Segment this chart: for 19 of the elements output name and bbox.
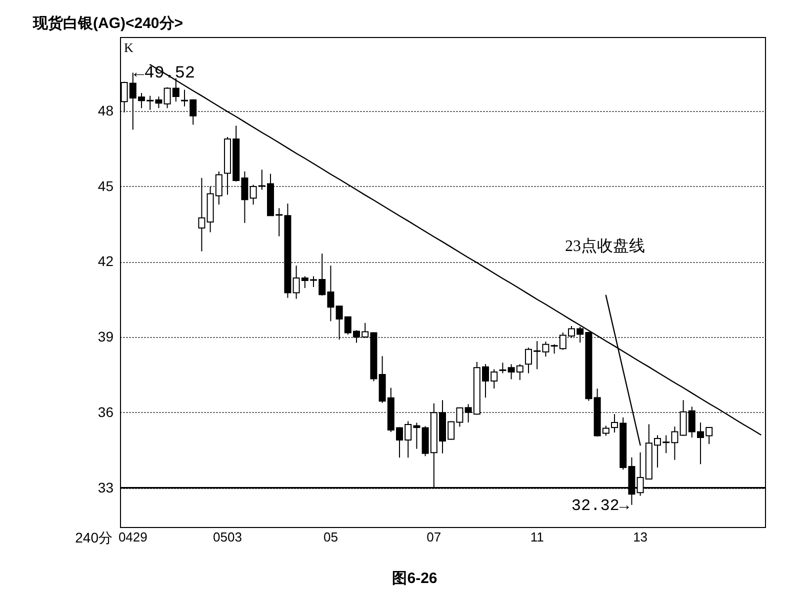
caption: 图6-26 <box>392 570 438 587</box>
candlestick <box>499 362 506 374</box>
chart-title: 现货白银(AG)<240分> <box>32 15 184 32</box>
x-tick-label: 05 <box>323 530 338 544</box>
y-tick-label: 45 <box>98 178 114 194</box>
x-tick-label: 07 <box>426 530 442 544</box>
x-tick-label: 0503 <box>213 530 242 544</box>
y-tick-label: 39 <box>98 328 114 345</box>
annotation: 23点收盘线 <box>565 237 645 255</box>
annotation: K <box>124 40 134 55</box>
y-tick-label: 36 <box>98 404 114 420</box>
x-axis-title: 240分 <box>75 530 112 546</box>
x-tick-label: 13 <box>633 530 648 544</box>
y-tick-label: 42 <box>98 253 114 270</box>
y-tick-label: 33 <box>98 479 114 496</box>
y-tick-label: 48 <box>98 102 114 118</box>
x-tick-label: 0429 <box>118 530 148 544</box>
x-tick-label: 11 <box>530 530 544 544</box>
annotation: 32.32→ <box>571 497 630 515</box>
